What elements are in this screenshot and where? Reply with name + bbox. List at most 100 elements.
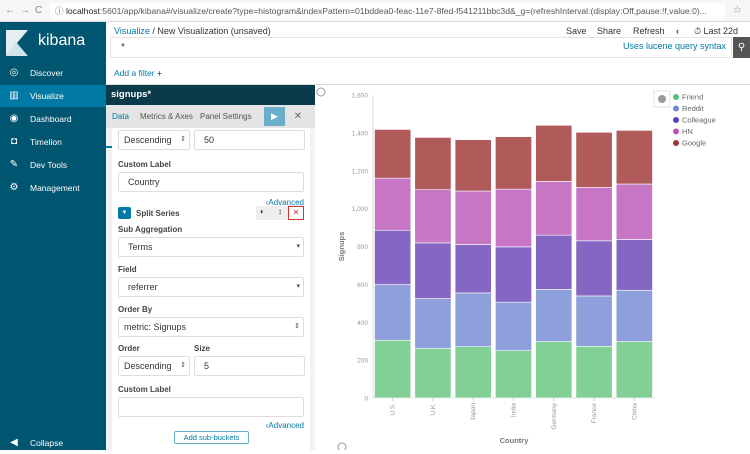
split-size-input[interactable]: 5 bbox=[194, 356, 305, 376]
legend-dot bbox=[673, 140, 679, 146]
save-button[interactable]: Save bbox=[566, 26, 587, 36]
url-bar[interactable]: ⓘ localhost:5601/app/kibana#/visualize/c… bbox=[50, 3, 725, 19]
bar-segment-hn bbox=[374, 177, 412, 231]
bar-segment-reddit bbox=[454, 292, 492, 347]
sidebar-item-dashboard[interactable]: ◉ Dashboard bbox=[9, 113, 72, 124]
reload-icon[interactable]: C bbox=[35, 5, 43, 16]
bar-segment-colleague bbox=[495, 246, 532, 303]
bar-segment-google bbox=[495, 136, 532, 190]
time-picker[interactable]: ⏱ Last 22d bbox=[694, 26, 739, 36]
legend-item: Colleague bbox=[682, 116, 716, 125]
bar-segment-hn bbox=[615, 183, 653, 240]
bar-segment-friend bbox=[454, 346, 492, 399]
sidebar-item-visualize[interactable]: ▥ Visualize bbox=[0, 85, 106, 107]
x-tick-label: France bbox=[591, 403, 598, 424]
add-sub-buckets-button[interactable]: Add sub-buckets bbox=[174, 431, 249, 444]
x-axis-title: Country bbox=[500, 436, 530, 445]
editor-panel: signups* Data Metrics & Axes Panel Setti… bbox=[106, 85, 315, 450]
tab-metrics-axes[interactable]: Metrics & Axes bbox=[140, 112, 193, 121]
legend-item: Friend bbox=[682, 93, 703, 102]
order-by-select[interactable]: metric: Signups ⇕ bbox=[118, 317, 304, 337]
breadcrumb-visualize-link[interactable]: Visualize bbox=[114, 26, 150, 36]
split-advanced-toggle[interactable]: ‹Advanced bbox=[265, 421, 304, 430]
apply-changes-button[interactable]: ▶ bbox=[264, 107, 285, 126]
bar-segment-google bbox=[535, 124, 573, 182]
add-filter-link[interactable]: Add a filter + bbox=[114, 68, 162, 78]
bar-segment-reddit bbox=[575, 295, 613, 347]
y-tick-label: 400 bbox=[357, 320, 368, 327]
kibana-logo[interactable]: kibana bbox=[0, 22, 106, 62]
bar-segment-reddit bbox=[374, 284, 412, 341]
x-tick-label: Germany bbox=[551, 402, 558, 429]
sidebar-collapse[interactable]: ◀ Collapse bbox=[0, 432, 106, 454]
refresh-button[interactable]: Refresh bbox=[633, 26, 665, 36]
bar-segment-reddit bbox=[495, 301, 532, 351]
split-custom-label-input[interactable] bbox=[118, 397, 304, 417]
chevron-left-icon[interactable]: ‹ bbox=[676, 26, 679, 36]
forward-icon[interactable]: → bbox=[20, 5, 30, 16]
remove-icon[interactable]: ✕ bbox=[288, 206, 304, 220]
collapse-icon: ◀ bbox=[10, 437, 18, 448]
field-select[interactable]: referrer ▾ bbox=[118, 277, 304, 297]
bar-segment-friend bbox=[615, 341, 653, 399]
bar-segment-friend bbox=[535, 341, 573, 399]
bar-segment-friend bbox=[575, 346, 613, 399]
sidebar-item-timelion[interactable]: ◘ Timelion bbox=[0, 131, 106, 153]
timelion-icon: ◘ bbox=[10, 136, 18, 147]
y-tick-label: 0 bbox=[364, 396, 368, 403]
plus-icon: + bbox=[157, 68, 162, 78]
toggle-icon[interactable]: ◐ bbox=[260, 207, 265, 216]
sidebar-item-management[interactable]: ⚙ Management bbox=[9, 182, 80, 193]
legend-item: HN bbox=[682, 127, 693, 136]
y-tick-label: 200 bbox=[357, 358, 368, 365]
split-order-select[interactable]: Descending ⇕ bbox=[118, 356, 190, 376]
search-input[interactable]: * bbox=[110, 37, 732, 58]
y-tick-label: 1,200 bbox=[352, 168, 369, 175]
legend-item: Reddit bbox=[682, 104, 705, 113]
bookmark-star-icon[interactable]: ☆ bbox=[733, 5, 742, 16]
bar-segment-hn bbox=[414, 189, 452, 244]
bar-segment-google bbox=[615, 130, 653, 185]
bar-segment-reddit bbox=[615, 289, 653, 342]
play-icon: ▶ bbox=[271, 111, 278, 121]
bar-segment-colleague bbox=[575, 240, 613, 297]
collapse-editor-icon bbox=[316, 87, 326, 97]
advanced-toggle[interactable]: ‹Advanced bbox=[265, 198, 304, 207]
bar-segment-reddit bbox=[535, 289, 573, 342]
order-select[interactable]: Descending ⇕ bbox=[118, 130, 190, 150]
lucene-syntax-link[interactable]: Uses lucene query syntax bbox=[622, 41, 726, 51]
legend-dot bbox=[673, 94, 679, 100]
bar-segment-friend bbox=[374, 339, 412, 399]
sidebar-item-discover[interactable]: ◎ Discover bbox=[9, 67, 64, 78]
legend-item: Google bbox=[682, 139, 706, 148]
bar-segment-google bbox=[454, 139, 492, 192]
x-tick-label: Japan bbox=[470, 403, 477, 421]
size-input[interactable]: 50 bbox=[194, 130, 305, 150]
tab-panel-settings[interactable]: Panel Settings bbox=[200, 112, 252, 121]
bar-segment-google bbox=[575, 132, 613, 188]
bar-segment-friend bbox=[495, 350, 532, 399]
discard-button[interactable]: ✕ bbox=[288, 107, 308, 126]
collapse-toggle-button[interactable]: ▼ bbox=[118, 207, 131, 219]
tab-data[interactable]: Data bbox=[112, 112, 129, 121]
compass-icon: ◎ bbox=[9, 67, 19, 78]
bar-chart-icon: ▥ bbox=[9, 90, 19, 101]
drag-handle-icon[interactable]: ↕ bbox=[278, 207, 282, 216]
legend-dot bbox=[673, 117, 679, 123]
spy-toggle-icon bbox=[337, 442, 347, 452]
share-button[interactable]: Share bbox=[597, 26, 622, 36]
bar-segment-colleague bbox=[374, 229, 412, 285]
sidebar-item-dev-tools[interactable]: ✎ Dev Tools bbox=[9, 159, 68, 170]
back-icon[interactable]: ← bbox=[5, 5, 15, 16]
breadcrumb: Visualize / New Visualization (unsaved) bbox=[114, 26, 271, 36]
legend-dot bbox=[673, 105, 679, 112]
editor-tabs: Data Metrics & Axes Panel Settings ▶ ✕ bbox=[106, 105, 315, 148]
bar-segment-hn bbox=[535, 181, 573, 236]
wrench-icon: ✎ bbox=[9, 159, 19, 170]
search-icon: ⚲ bbox=[737, 42, 746, 53]
bar-segment-colleague bbox=[615, 239, 653, 291]
gear-icon: ⚙ bbox=[9, 182, 19, 193]
search-button[interactable]: ⚲ bbox=[733, 37, 750, 58]
sub-aggregation-select[interactable]: Terms ▾ bbox=[118, 237, 304, 257]
custom-label-input[interactable]: Country bbox=[118, 172, 304, 192]
